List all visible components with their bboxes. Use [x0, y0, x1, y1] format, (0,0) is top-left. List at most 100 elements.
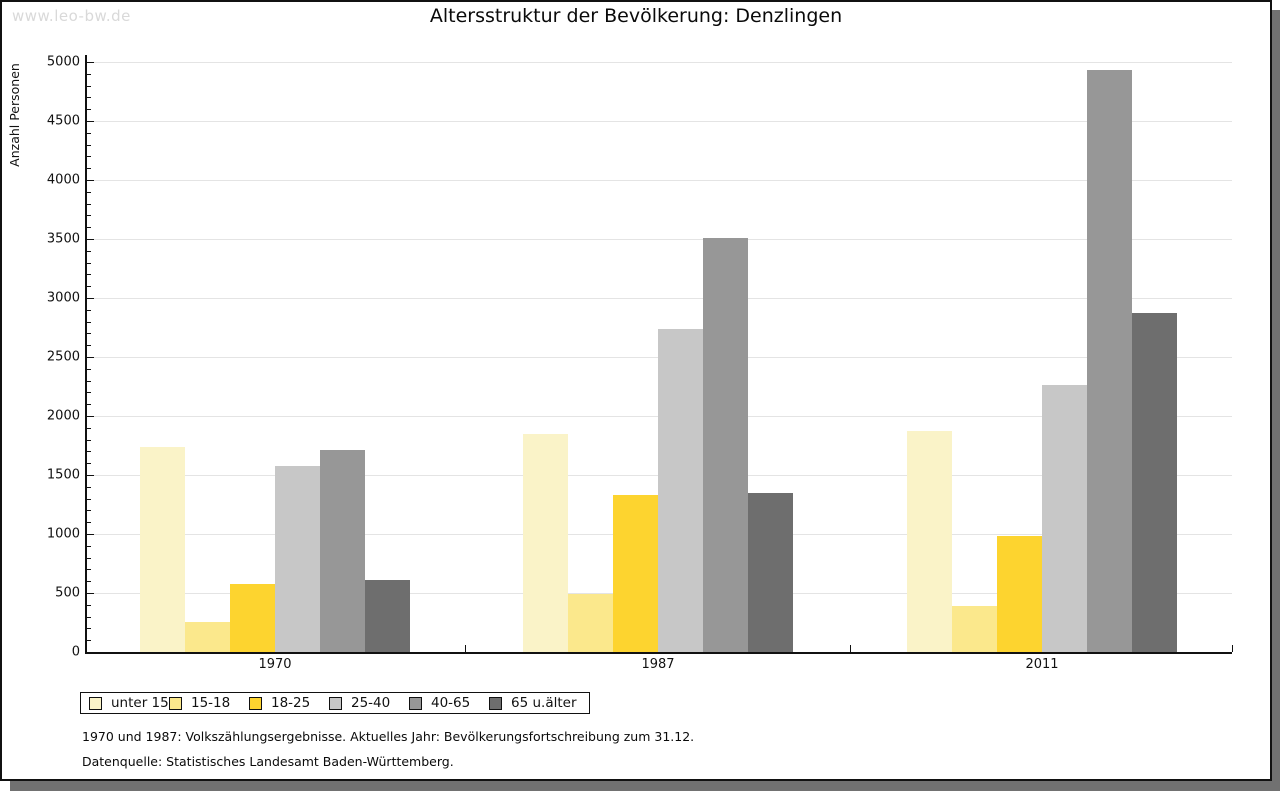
y-axis-major-tick [87, 357, 94, 358]
y-axis-minor-tick [87, 73, 91, 75]
y-axis-minor-tick [87, 439, 91, 441]
y-axis-minor-tick [87, 85, 91, 87]
legend-item-18-25: 18-25 [249, 695, 329, 711]
legend-label: unter 15 [111, 695, 169, 711]
legend-item-unter-15: unter 15 [89, 695, 169, 711]
y-axis-major-tick [87, 416, 94, 417]
y-axis-major-tick [87, 593, 94, 594]
y-axis-line [85, 55, 87, 654]
y-tick-label: 3500 [46, 231, 80, 247]
y-axis-minor-tick [87, 321, 91, 323]
y-axis-minor-tick [87, 628, 91, 630]
y-tick-label: 2000 [46, 408, 80, 424]
y-axis-minor-tick [87, 557, 91, 559]
y-axis-minor-tick [87, 427, 91, 429]
legend-label: 25-40 [351, 695, 391, 711]
y-axis-minor-tick [87, 581, 91, 583]
bar-1970-18-25 [230, 584, 275, 652]
y-axis-minor-tick [87, 168, 91, 170]
legend-swatch-40-65 [409, 696, 422, 710]
x-axis-tick [465, 645, 466, 652]
y-axis-minor-tick [87, 368, 91, 370]
y-axis-minor-tick [87, 510, 91, 512]
y-axis-major-tick [87, 180, 94, 181]
legend: unter 15 15-18 18-25 25-40 40-65 65 u.älter [80, 692, 590, 714]
y-axis-minor-tick [87, 227, 91, 229]
y-axis-minor-tick [87, 616, 91, 618]
x-tick-label-1970: 1970 [258, 657, 292, 672]
bar-2011-25-40 [1042, 385, 1087, 652]
legend-label: 15-18 [191, 695, 231, 711]
y-axis-minor-tick [87, 250, 91, 252]
footnote-source-note: 1970 und 1987: Volkszählungsergebnisse. … [82, 729, 695, 744]
bar-2011-65-u-alter [1132, 313, 1177, 652]
bar-2011-18-25 [997, 536, 1042, 652]
y-axis-major-tick [87, 239, 94, 240]
gridline [87, 121, 1232, 122]
x-axis-tick [1232, 645, 1233, 652]
legend-item-65-u-alter: 65 u.älter [489, 695, 577, 711]
y-axis-minor-tick [87, 451, 91, 453]
y-tick-label: 5000 [46, 54, 80, 70]
legend-swatch-unter-15 [89, 696, 102, 710]
legend-swatch-25-40 [329, 696, 342, 710]
watermark-text: www.leo-bw.de [12, 7, 131, 25]
gridline [87, 180, 1232, 181]
y-axis-minor-tick [87, 604, 91, 606]
bar-1987-25-40 [658, 329, 703, 652]
y-axis-minor-tick [87, 215, 91, 217]
y-axis-major-tick [87, 62, 94, 63]
legend-label: 40-65 [431, 695, 471, 711]
bar-1970-15-18 [185, 622, 230, 652]
x-tick-label-2011: 2011 [1025, 657, 1059, 672]
y-axis-minor-tick [87, 309, 91, 311]
y-axis-minor-tick [87, 286, 91, 288]
y-axis-minor-tick [87, 262, 91, 264]
y-axis-minor-tick [87, 109, 91, 111]
y-axis-minor-tick [87, 498, 91, 500]
bar-1970-25-40 [275, 466, 320, 652]
y-axis-minor-tick [87, 132, 91, 134]
gridline [87, 62, 1232, 63]
y-tick-label: 4500 [46, 113, 80, 129]
legend-swatch-18-25 [249, 696, 262, 710]
y-axis-label: Anzahl Personen [7, 63, 22, 167]
y-axis-minor-tick [87, 191, 91, 193]
bar-2011-unter-15 [907, 431, 952, 652]
y-tick-label: 1000 [46, 526, 80, 542]
x-axis-tick [850, 645, 851, 652]
y-axis-minor-tick [87, 392, 91, 394]
y-axis-minor-tick [87, 144, 91, 146]
y-axis-minor-tick [87, 333, 91, 335]
chart-title: Altersstruktur der Bevölkerung: Denzling… [429, 5, 843, 27]
y-axis-major-tick [87, 121, 94, 122]
bar-1970-unter-15 [140, 447, 185, 652]
y-tick-label: 0 [71, 644, 80, 660]
x-tick-label-1987: 1987 [641, 657, 675, 672]
y-axis-minor-tick [87, 380, 91, 382]
y-axis-major-tick [87, 534, 94, 535]
y-axis-minor-tick [87, 156, 91, 158]
gridline [87, 298, 1232, 299]
bar-1987-18-25 [613, 495, 658, 652]
legend-label: 18-25 [271, 695, 311, 711]
y-tick-label: 500 [55, 585, 80, 601]
bar-1987-unter-15 [523, 434, 568, 652]
y-axis-major-tick [87, 298, 94, 299]
bar-1987-65-u-alter [748, 493, 793, 652]
bar-2011-15-18 [952, 606, 997, 652]
bar-1970-65-u-alter [365, 580, 410, 652]
y-axis-major-tick [87, 475, 94, 476]
y-tick-label: 1500 [46, 467, 80, 483]
legend-item-40-65: 40-65 [409, 695, 489, 711]
legend-item-15-18: 15-18 [169, 695, 249, 711]
legend-label: 65 u.älter [511, 695, 577, 711]
bar-2011-40-65 [1087, 70, 1132, 652]
y-axis-minor-tick [87, 640, 91, 642]
legend-swatch-65-u-alter [489, 696, 502, 710]
y-axis-minor-tick [87, 97, 91, 99]
x-axis-line [85, 652, 1232, 654]
legend-item-25-40: 25-40 [329, 695, 409, 711]
bar-1970-40-65 [320, 450, 365, 652]
